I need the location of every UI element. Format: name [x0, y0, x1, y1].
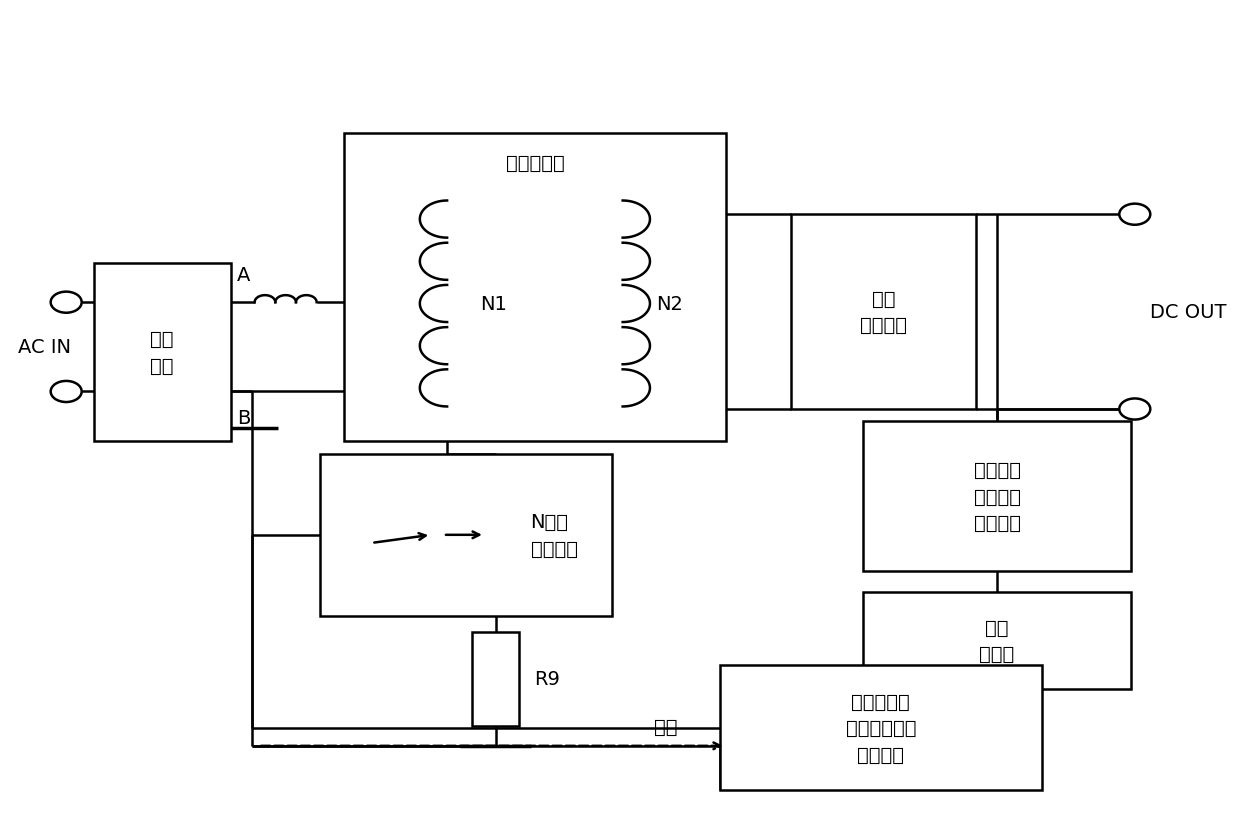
- Text: 整流
滤波电路: 整流 滤波电路: [861, 289, 908, 335]
- FancyBboxPatch shape: [863, 592, 1131, 689]
- Text: 电压电流
误差信号
取样电路: 电压电流 误差信号 取样电路: [973, 461, 1021, 532]
- FancyBboxPatch shape: [791, 215, 976, 410]
- Text: 光电
耦合器: 光电 耦合器: [980, 618, 1014, 663]
- Text: N沟道
场效应管: N沟道 场效应管: [531, 513, 578, 558]
- FancyBboxPatch shape: [719, 665, 1042, 790]
- Text: B: B: [237, 408, 250, 428]
- Text: N2: N2: [656, 295, 683, 314]
- Text: 取样: 取样: [655, 717, 678, 736]
- Text: R9: R9: [533, 670, 559, 689]
- FancyBboxPatch shape: [93, 264, 231, 442]
- Text: 脉宽调制及
功率因数校正
双效电路: 脉宽调制及 功率因数校正 双效电路: [846, 692, 916, 763]
- Text: AC IN: AC IN: [19, 338, 72, 357]
- Text: A: A: [237, 266, 250, 285]
- Text: DC OUT: DC OUT: [1151, 303, 1226, 322]
- FancyBboxPatch shape: [343, 133, 725, 442]
- Text: 隔离变压器: 隔离变压器: [506, 154, 564, 173]
- Text: 整流
电路: 整流 电路: [150, 330, 174, 375]
- FancyBboxPatch shape: [320, 454, 613, 616]
- Text: N1: N1: [480, 295, 507, 314]
- FancyBboxPatch shape: [863, 422, 1131, 572]
- FancyBboxPatch shape: [471, 632, 520, 726]
